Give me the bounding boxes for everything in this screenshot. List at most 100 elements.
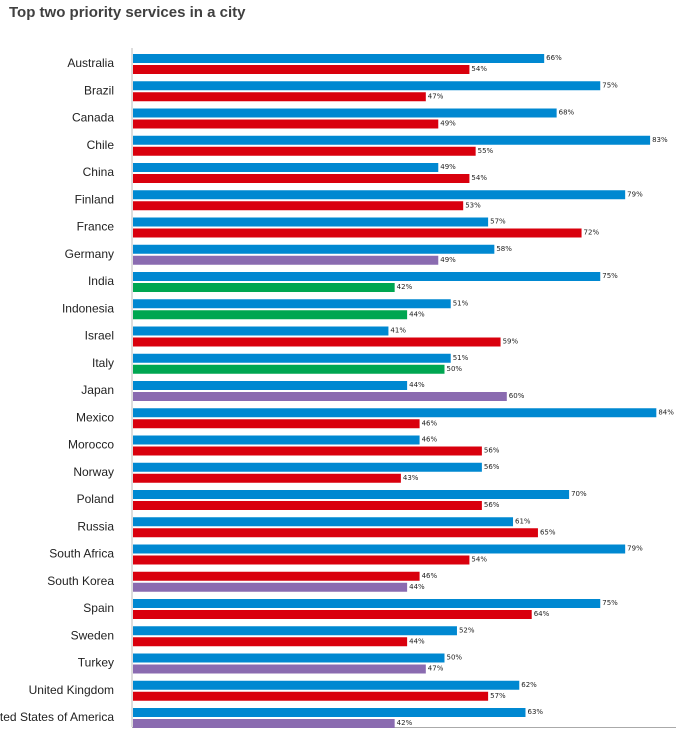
bar — [133, 473, 401, 483]
category-label: Norway — [73, 465, 114, 479]
bar — [133, 217, 489, 227]
data-label: 83% — [652, 136, 668, 144]
data-label: 42% — [397, 719, 413, 727]
data-label: 54% — [471, 65, 487, 73]
data-label: 64% — [534, 610, 550, 618]
data-label: 61% — [515, 517, 531, 525]
category-label: Australia — [67, 56, 114, 70]
category-label: Brazil — [84, 83, 114, 97]
data-label: 54% — [471, 556, 487, 564]
data-label: 43% — [403, 474, 419, 482]
data-label: 68% — [559, 109, 575, 117]
bar — [133, 81, 601, 91]
bar — [133, 599, 601, 608]
bar — [133, 719, 395, 728]
bar — [133, 571, 420, 581]
bar — [133, 228, 582, 238]
category-label: Russia — [77, 519, 114, 533]
data-label: 44% — [409, 310, 425, 318]
data-label: 56% — [484, 447, 500, 455]
data-label: 70% — [571, 490, 587, 498]
bar — [133, 255, 439, 265]
bar — [133, 653, 445, 663]
category-label: Germany — [65, 247, 114, 261]
chart-title: Top two priority services in a city — [9, 4, 246, 21]
data-label: 47% — [428, 92, 444, 100]
bar — [133, 201, 464, 211]
category-label: United Kingdom — [29, 683, 114, 697]
bar — [133, 163, 439, 172]
bar — [133, 65, 470, 74]
bar — [133, 626, 457, 636]
category-label: Israel — [85, 329, 114, 343]
data-label: 53% — [465, 201, 481, 209]
category-label: South Africa — [49, 547, 114, 561]
bar — [133, 174, 470, 183]
data-label: 75% — [602, 599, 618, 607]
data-label: 57% — [490, 218, 506, 226]
bar — [133, 272, 601, 281]
bar — [133, 708, 526, 717]
bar — [133, 54, 545, 63]
category-label: Indonesia — [62, 301, 114, 315]
bar — [133, 337, 501, 347]
bar — [133, 244, 495, 254]
data-label: 49% — [440, 120, 456, 128]
bar — [133, 310, 408, 320]
category-label: Canada — [72, 111, 114, 125]
bar — [133, 528, 538, 538]
bar — [133, 637, 408, 647]
bar — [133, 544, 626, 554]
data-label: 62% — [521, 681, 537, 689]
data-label: 42% — [397, 283, 413, 291]
data-label: 46% — [422, 436, 438, 444]
bar — [133, 108, 557, 118]
data-label: 79% — [627, 545, 643, 553]
data-label: 47% — [428, 665, 444, 673]
bar — [133, 135, 651, 145]
bar — [133, 664, 426, 674]
bar — [133, 392, 507, 401]
data-label: 54% — [471, 174, 487, 182]
data-label: 75% — [602, 81, 618, 89]
category-label: Spain — [83, 601, 114, 615]
category-label: India — [88, 274, 114, 288]
bar — [133, 119, 439, 129]
data-label: 49% — [440, 256, 456, 264]
data-label: 51% — [453, 354, 469, 362]
category-label: France — [77, 220, 115, 234]
data-label: 66% — [546, 54, 562, 62]
data-label: 41% — [390, 327, 406, 335]
bar — [133, 419, 420, 429]
data-label: 65% — [540, 528, 556, 536]
bar — [133, 326, 389, 336]
data-label: 52% — [459, 626, 475, 634]
bar — [133, 435, 420, 445]
data-label: 44% — [409, 637, 425, 645]
data-label: 56% — [484, 501, 500, 509]
data-label: 72% — [584, 229, 600, 237]
bar — [133, 283, 395, 292]
bar — [133, 408, 657, 418]
data-label: 44% — [409, 583, 425, 591]
category-label: Turkey — [78, 656, 114, 670]
bar — [133, 555, 470, 565]
bar — [133, 353, 451, 363]
bar — [133, 190, 626, 200]
category-label: China — [83, 165, 115, 179]
bar — [133, 381, 408, 390]
category-label: Italy — [92, 356, 114, 370]
bar — [133, 299, 451, 309]
category-label: South Korea — [47, 574, 114, 588]
data-label: 58% — [496, 245, 512, 253]
bar — [133, 462, 482, 472]
category-label: Finland — [75, 192, 114, 206]
category-label: Morocco — [68, 438, 114, 452]
data-label: 49% — [440, 163, 456, 171]
bar — [133, 92, 426, 102]
bar — [133, 446, 482, 456]
category-label: Japan — [81, 383, 114, 397]
data-label: 50% — [447, 654, 463, 662]
data-label: 56% — [484, 463, 500, 471]
